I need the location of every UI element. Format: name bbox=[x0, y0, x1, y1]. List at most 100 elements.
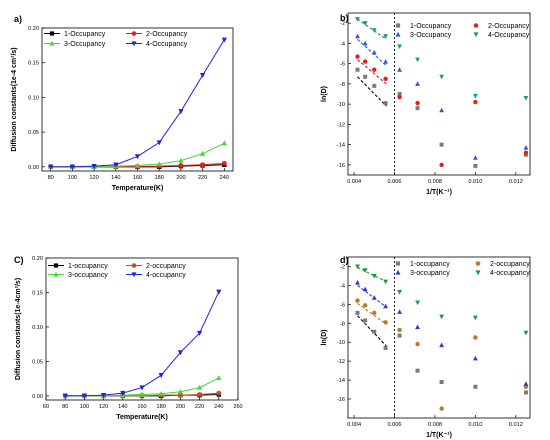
data-point bbox=[197, 384, 203, 390]
x-tick-label: 100 bbox=[80, 404, 89, 410]
y-tick-label: -16 bbox=[337, 163, 345, 169]
plot-frame bbox=[347, 12, 531, 176]
data-point bbox=[355, 279, 360, 285]
series-line bbox=[50, 39, 225, 168]
panel-label: a) bbox=[14, 14, 22, 24]
fit-line bbox=[357, 76, 387, 107]
y-tick-label: -4 bbox=[340, 283, 345, 289]
data-point bbox=[383, 345, 388, 350]
data-point bbox=[355, 33, 360, 39]
data-point bbox=[473, 94, 478, 99]
data-point bbox=[523, 381, 529, 386]
y-tick-label: 0.10 bbox=[28, 95, 39, 101]
fit-line bbox=[357, 18, 387, 40]
data-point bbox=[48, 164, 54, 170]
legend-marker bbox=[473, 32, 479, 38]
data-point bbox=[415, 57, 420, 63]
legend-marker bbox=[131, 31, 137, 36]
data-point bbox=[523, 145, 529, 150]
data-point bbox=[415, 341, 420, 347]
data-point bbox=[221, 37, 227, 43]
fit-line bbox=[357, 284, 387, 308]
panel-2: b)-2 -4 -6 -8 -10 -12 -14 -16 0.004 0.006 0.008 0.0… bbox=[321, 12, 531, 196]
data-point bbox=[415, 106, 420, 111]
x-tick-label: 0.004 bbox=[347, 422, 361, 428]
panel-label: b) bbox=[340, 13, 349, 23]
data-point bbox=[372, 67, 377, 72]
data-point bbox=[355, 54, 360, 59]
fit-line bbox=[357, 38, 387, 67]
data-point bbox=[362, 21, 368, 26]
data-point bbox=[134, 162, 141, 168]
x-tick-label: 60 bbox=[43, 404, 49, 410]
data-point bbox=[134, 154, 141, 160]
x-tick-label: 180 bbox=[157, 404, 166, 410]
legend-marker bbox=[475, 270, 481, 276]
data-point bbox=[178, 163, 184, 168]
data-point bbox=[69, 164, 75, 170]
fit-line bbox=[357, 266, 387, 283]
data-point bbox=[355, 17, 360, 22]
x-tick-label: 200 bbox=[176, 404, 185, 410]
x-tick-label: 120 bbox=[99, 404, 108, 410]
legend-label: 4-occupancy bbox=[490, 270, 530, 277]
data-point bbox=[473, 315, 478, 321]
y-tick-label: 0.20 bbox=[28, 26, 39, 32]
y-tick-label: -12 bbox=[337, 122, 345, 128]
legend-marker bbox=[49, 40, 55, 46]
data-point bbox=[439, 142, 444, 147]
data-point bbox=[371, 273, 377, 279]
x-tick-label: 160 bbox=[137, 404, 146, 410]
data-point bbox=[363, 74, 368, 79]
data-point bbox=[178, 109, 184, 115]
x-tick-label: 0.012 bbox=[509, 422, 523, 428]
data-point bbox=[62, 393, 68, 399]
data-point bbox=[415, 300, 420, 306]
data-point bbox=[139, 385, 145, 391]
legend-label: 4-Occupancy bbox=[146, 41, 188, 48]
fit-line bbox=[357, 59, 387, 85]
legend-marker bbox=[131, 263, 137, 268]
y-tick-label: 0.20 bbox=[32, 256, 43, 262]
x-tick-label: 0.008 bbox=[428, 179, 442, 185]
y-axis-label: Diffusion constants(1e-4cm²/s) bbox=[15, 278, 22, 380]
data-point bbox=[216, 390, 222, 396]
data-point bbox=[371, 295, 377, 300]
y-axis-label: ln(D) bbox=[321, 86, 328, 102]
panel-1: a) 0.00 0.05 0.10 0.15 0.20 80 100 120 140 160 180 2… bbox=[11, 14, 234, 192]
x-tick-label: 0.010 bbox=[468, 422, 482, 428]
data-point bbox=[216, 289, 222, 295]
legend-label: 3-Occupancy bbox=[64, 41, 106, 48]
data-point bbox=[362, 268, 368, 273]
data-point bbox=[383, 101, 388, 106]
y-tick-label: -10 bbox=[337, 340, 345, 346]
data-point bbox=[200, 73, 206, 79]
data-point bbox=[523, 330, 529, 336]
x-tick-label: 0.006 bbox=[388, 179, 402, 185]
data-point bbox=[372, 310, 377, 316]
data-point bbox=[221, 160, 227, 166]
data-point bbox=[156, 140, 162, 146]
plot-frame bbox=[41, 27, 234, 172]
data-point bbox=[383, 76, 388, 82]
legend-marker bbox=[53, 271, 59, 277]
x-axis-label: 1/T(K⁻¹) bbox=[426, 432, 452, 439]
data-point bbox=[473, 99, 478, 105]
data-point bbox=[120, 390, 126, 396]
x-tick-label: 120 bbox=[89, 175, 98, 181]
x-tick-label: 0.006 bbox=[388, 422, 402, 428]
x-tick-label: 80 bbox=[48, 175, 54, 181]
data-point bbox=[383, 279, 389, 285]
data-point bbox=[363, 318, 368, 323]
legend-label: 3-occupancy bbox=[68, 272, 108, 279]
legend-marker bbox=[395, 269, 401, 275]
y-tick-label: 0.15 bbox=[32, 290, 43, 296]
x-tick-label: 220 bbox=[198, 175, 207, 181]
data-point bbox=[397, 290, 402, 295]
data-point bbox=[383, 59, 389, 64]
y-tick-label: 0.10 bbox=[32, 325, 43, 331]
data-point bbox=[177, 388, 183, 394]
data-point bbox=[139, 391, 145, 397]
x-tick-label: 240 bbox=[214, 404, 223, 410]
